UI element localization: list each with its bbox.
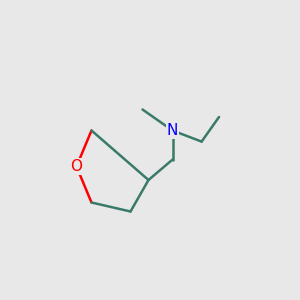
Text: O: O <box>70 159 83 174</box>
Text: N: N <box>167 123 178 138</box>
